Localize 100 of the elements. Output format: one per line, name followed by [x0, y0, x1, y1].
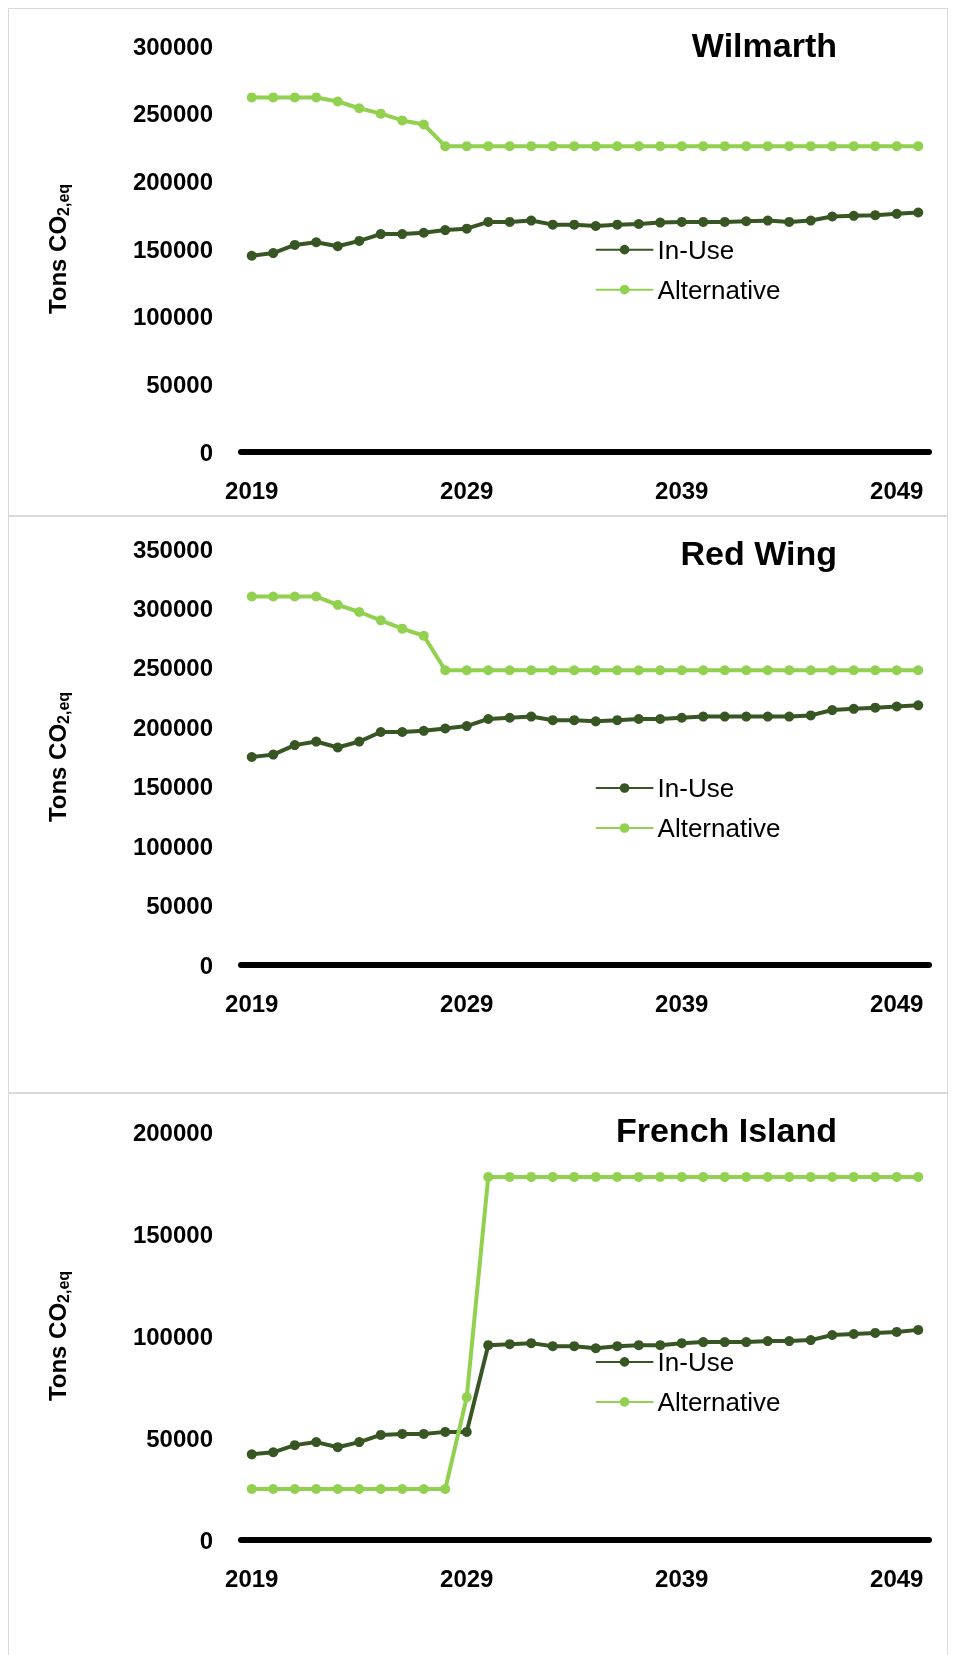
point	[762, 1171, 773, 1182]
legend-label: Alternative	[657, 1386, 781, 1417]
point	[375, 229, 386, 240]
point	[375, 615, 386, 626]
point	[805, 215, 816, 226]
point	[913, 700, 924, 711]
legend-label: In-Use	[657, 234, 735, 265]
y-tick-label: 0	[199, 1526, 213, 1554]
point	[891, 208, 902, 219]
point	[397, 1484, 408, 1494]
y-tick-label: 100000	[132, 832, 213, 860]
point	[848, 665, 859, 676]
point	[418, 119, 429, 130]
point	[870, 1171, 881, 1182]
y-tick-label: 0	[199, 438, 213, 466]
point	[246, 250, 257, 261]
point	[784, 141, 795, 152]
point	[268, 749, 279, 760]
point	[289, 1484, 300, 1494]
point	[698, 141, 709, 152]
point	[246, 1484, 257, 1494]
point	[332, 1442, 343, 1453]
point	[526, 1171, 537, 1182]
point	[741, 711, 752, 722]
point	[913, 665, 924, 676]
point	[913, 1171, 924, 1182]
point	[827, 665, 838, 676]
point	[440, 665, 451, 676]
point	[526, 711, 537, 722]
point	[526, 215, 537, 226]
point	[461, 721, 472, 732]
point	[698, 216, 709, 227]
point	[569, 1341, 580, 1352]
point	[762, 141, 773, 152]
chart-title: Wilmarth	[691, 26, 838, 64]
point	[397, 1428, 408, 1439]
point	[870, 702, 881, 713]
y-axis-title: Tons CO2,eq	[43, 1270, 72, 1402]
point	[719, 1337, 730, 1348]
y-tick-label: 250000	[132, 100, 213, 128]
point	[569, 141, 580, 152]
chart-title: French Island	[615, 1111, 838, 1149]
point	[504, 141, 515, 152]
point	[590, 716, 601, 727]
point	[483, 216, 494, 227]
point	[655, 141, 666, 152]
point	[483, 1340, 494, 1351]
point	[246, 752, 257, 762]
point	[504, 665, 515, 676]
point	[590, 221, 601, 231]
point	[268, 248, 279, 259]
point	[805, 1335, 816, 1346]
point	[375, 727, 386, 738]
point	[590, 1343, 601, 1354]
point	[547, 1171, 558, 1182]
point	[827, 141, 838, 152]
point	[784, 1336, 795, 1347]
point	[332, 241, 343, 252]
legend-label: In-Use	[657, 773, 735, 803]
point	[590, 1171, 601, 1182]
point	[612, 141, 623, 152]
point	[741, 1171, 752, 1182]
point	[848, 1171, 859, 1182]
point	[397, 115, 408, 126]
y-axis-title: Tons CO2,eq	[43, 183, 72, 315]
legend-label: In-Use	[657, 1346, 735, 1377]
y-tick-label: 350000	[132, 535, 213, 563]
point	[870, 1327, 881, 1338]
point	[848, 1328, 859, 1339]
point	[375, 1484, 386, 1494]
point	[655, 217, 666, 228]
point	[440, 723, 451, 734]
point	[483, 141, 494, 152]
point	[698, 711, 709, 722]
y-tick-label: 50000	[146, 1424, 213, 1452]
point	[719, 1171, 730, 1182]
point	[741, 141, 752, 152]
x-tick-label: 2019	[225, 1564, 279, 1592]
point	[268, 92, 279, 103]
x-tick-label: 2039	[655, 1564, 709, 1592]
point	[289, 591, 300, 602]
point	[375, 1429, 386, 1440]
point	[827, 1171, 838, 1182]
point	[418, 725, 429, 736]
y-tick-label: 50000	[146, 892, 213, 920]
point	[354, 235, 365, 246]
point	[848, 210, 859, 221]
y-tick-label: 100000	[132, 1322, 213, 1350]
point	[784, 665, 795, 676]
point	[332, 1484, 343, 1494]
y-tick-label: 150000	[132, 235, 213, 263]
point	[827, 1329, 838, 1340]
y-tick-label: 200000	[132, 713, 213, 741]
point	[311, 591, 322, 602]
point	[440, 1426, 451, 1437]
x-tick-label: 2029	[440, 989, 494, 1017]
point	[870, 210, 881, 221]
x-tick-label: 2049	[870, 1564, 924, 1592]
point	[762, 215, 773, 226]
y-tick-label: 300000	[132, 594, 213, 622]
